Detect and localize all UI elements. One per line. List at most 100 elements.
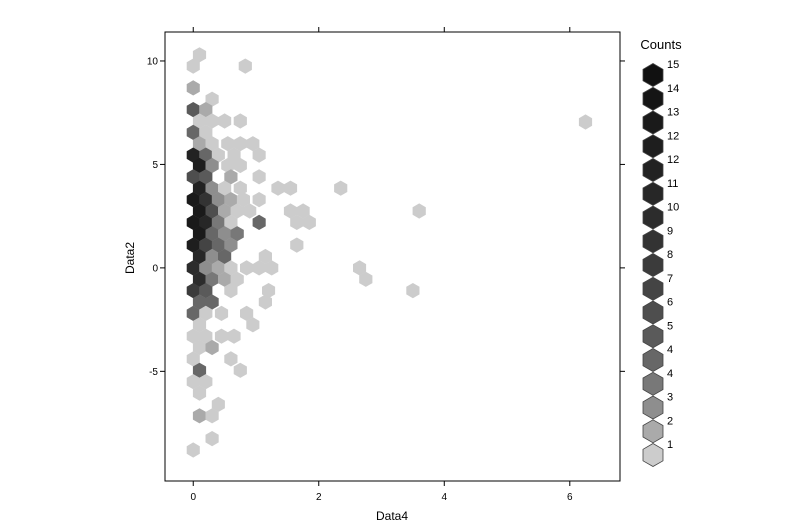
hex-cell bbox=[205, 113, 219, 129]
hex-cell bbox=[186, 58, 200, 74]
x-axis-title: Data4 bbox=[376, 509, 408, 523]
hex-cell bbox=[192, 180, 207, 196]
legend-label: 11 bbox=[667, 178, 678, 190]
hex-cell bbox=[258, 294, 272, 310]
hex-cell bbox=[192, 317, 207, 333]
hex-cell bbox=[246, 317, 260, 333]
hex-cell bbox=[199, 169, 213, 185]
hex-cell bbox=[199, 260, 213, 276]
hex-cell bbox=[578, 114, 593, 130]
hex-cell bbox=[192, 157, 207, 174]
hex-cell bbox=[199, 237, 213, 253]
hex-cell bbox=[283, 203, 298, 219]
hex-cell bbox=[205, 248, 219, 265]
legend-swatch bbox=[642, 276, 664, 301]
hex-cell bbox=[233, 180, 247, 196]
hex-cell bbox=[296, 203, 310, 219]
hex-cell bbox=[218, 203, 232, 219]
hex-cell bbox=[192, 203, 207, 219]
legend-swatch bbox=[642, 348, 664, 372]
hex-cell bbox=[262, 283, 276, 299]
hex-cell bbox=[271, 180, 285, 196]
legend-label: 9 bbox=[667, 225, 673, 237]
legend-label: 15 bbox=[667, 59, 679, 71]
legend-label: 4 bbox=[667, 344, 673, 356]
hex-cell bbox=[230, 226, 244, 242]
hex-cell bbox=[192, 47, 207, 63]
x-tick-label: 2 bbox=[316, 492, 322, 503]
y-tick-label: -5 bbox=[149, 367, 158, 378]
hex-cell bbox=[192, 362, 207, 378]
legend: 15 14 13 12 12 11 10 9 8 7 6 5 4 4 3 2 1 bbox=[642, 59, 679, 467]
hex-cell bbox=[211, 237, 225, 253]
hex-cell bbox=[233, 362, 247, 378]
hex-cell bbox=[199, 305, 213, 321]
hex-cell bbox=[412, 203, 426, 219]
x-tick-label: 0 bbox=[190, 492, 196, 503]
hex-cell bbox=[302, 214, 316, 230]
hex-cell bbox=[224, 192, 238, 208]
hex-cell bbox=[205, 226, 219, 242]
hex-cell bbox=[240, 260, 254, 276]
hex-cell bbox=[240, 305, 254, 321]
hex-cell bbox=[353, 260, 367, 276]
legend-label: 6 bbox=[667, 297, 673, 309]
hex-cell bbox=[246, 136, 260, 152]
hex-cell bbox=[224, 260, 238, 276]
hex-cell bbox=[199, 328, 213, 344]
hex-cell bbox=[199, 374, 213, 390]
hex-cell bbox=[205, 408, 219, 424]
hex-cell bbox=[186, 80, 200, 96]
hex-cell bbox=[186, 374, 200, 390]
y-tick-label: 10 bbox=[147, 56, 159, 67]
hex-cell bbox=[211, 147, 225, 163]
hex-cell bbox=[186, 169, 200, 185]
plot-frame bbox=[164, 31, 621, 482]
hex-cell bbox=[227, 147, 241, 163]
hex-cell bbox=[218, 113, 232, 129]
hex-cell bbox=[290, 214, 304, 230]
legend-swatch bbox=[642, 443, 664, 467]
hex-cell bbox=[252, 147, 266, 163]
hex-cell bbox=[192, 113, 207, 129]
hex-cell bbox=[186, 237, 200, 253]
hex-cell bbox=[186, 102, 200, 118]
hex-cell bbox=[186, 214, 200, 230]
hex-cell bbox=[230, 203, 244, 219]
hex-cell bbox=[218, 226, 232, 242]
x-tick-label: 6 bbox=[567, 492, 573, 503]
hex-cell bbox=[243, 203, 257, 219]
hex-cell bbox=[233, 113, 247, 129]
legend-label: 3 bbox=[667, 392, 673, 404]
legend-swatch bbox=[642, 324, 664, 349]
hex-cell bbox=[205, 203, 219, 219]
hex-cell bbox=[192, 226, 207, 242]
legend-label: 10 bbox=[667, 202, 679, 214]
hex-cell bbox=[205, 339, 219, 356]
legend-swatch bbox=[642, 253, 664, 277]
hex-cell bbox=[224, 351, 238, 367]
hex-cell bbox=[205, 136, 219, 152]
hex-cell bbox=[192, 248, 207, 265]
hex-cell bbox=[224, 283, 238, 299]
hex-cell bbox=[224, 214, 238, 230]
hex-cell bbox=[205, 271, 219, 287]
hex-cell bbox=[252, 192, 266, 208]
hex-cell bbox=[258, 248, 272, 265]
hex-cell bbox=[199, 214, 213, 230]
hex-cells bbox=[186, 47, 593, 458]
hex-cell bbox=[283, 180, 298, 196]
legend-label: 13 bbox=[667, 107, 679, 119]
hex-cell bbox=[205, 157, 219, 174]
hex-cell bbox=[186, 260, 200, 276]
hex-cell bbox=[211, 214, 225, 230]
legend-swatch bbox=[642, 181, 664, 206]
hex-cell bbox=[186, 305, 200, 321]
hex-cell bbox=[218, 271, 232, 287]
legend-label: 1 bbox=[667, 439, 673, 451]
legend-label: 5 bbox=[667, 320, 673, 332]
legend-label: 2 bbox=[667, 415, 673, 427]
hex-cell bbox=[290, 237, 304, 253]
legend-label: 12 bbox=[667, 130, 679, 142]
